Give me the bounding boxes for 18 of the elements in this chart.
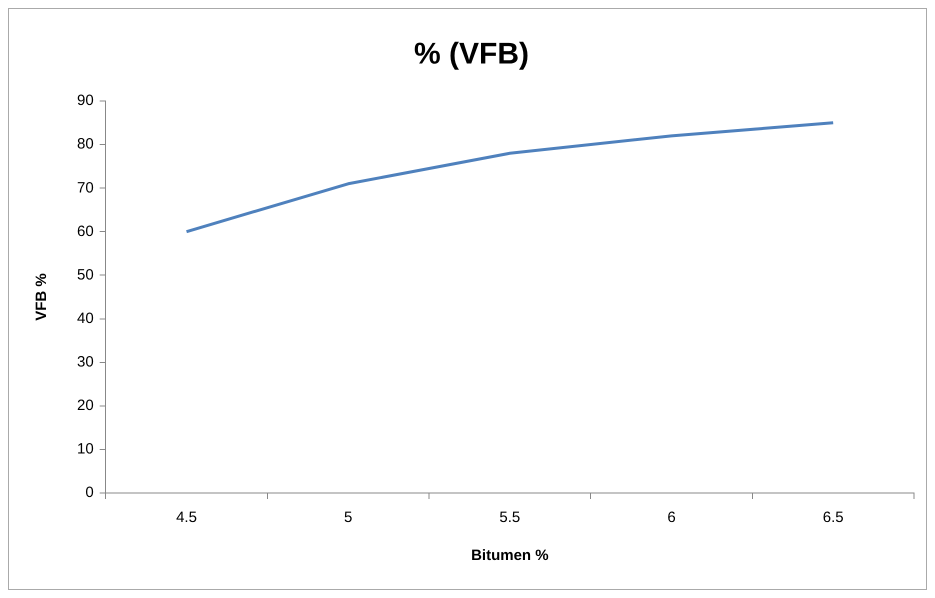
x-tick-label: 6 xyxy=(667,509,676,526)
chart-title: % (VFB) xyxy=(414,37,529,70)
y-tick-label: 0 xyxy=(85,484,94,502)
y-tick-label: 30 xyxy=(76,353,94,370)
x-tick-label: 6.5 xyxy=(822,509,844,526)
y-tick-label: 40 xyxy=(76,310,94,327)
x-tick-label: 5 xyxy=(344,509,352,526)
y-tick-label: 20 xyxy=(76,397,94,414)
y-tick-label: 90 xyxy=(76,92,94,110)
y-axis-title: VFB % xyxy=(33,273,50,321)
y-tick-label: 50 xyxy=(76,266,94,284)
y-tick-label: 10 xyxy=(76,440,94,458)
y-tick-label: 80 xyxy=(76,136,94,153)
x-axis-title: Bitumen % xyxy=(471,547,549,564)
x-tick-label: 4.5 xyxy=(176,509,197,526)
y-tick-label: 70 xyxy=(76,179,94,196)
x-tick-label: 5.5 xyxy=(499,509,520,526)
y-tick-label: 60 xyxy=(76,222,94,240)
